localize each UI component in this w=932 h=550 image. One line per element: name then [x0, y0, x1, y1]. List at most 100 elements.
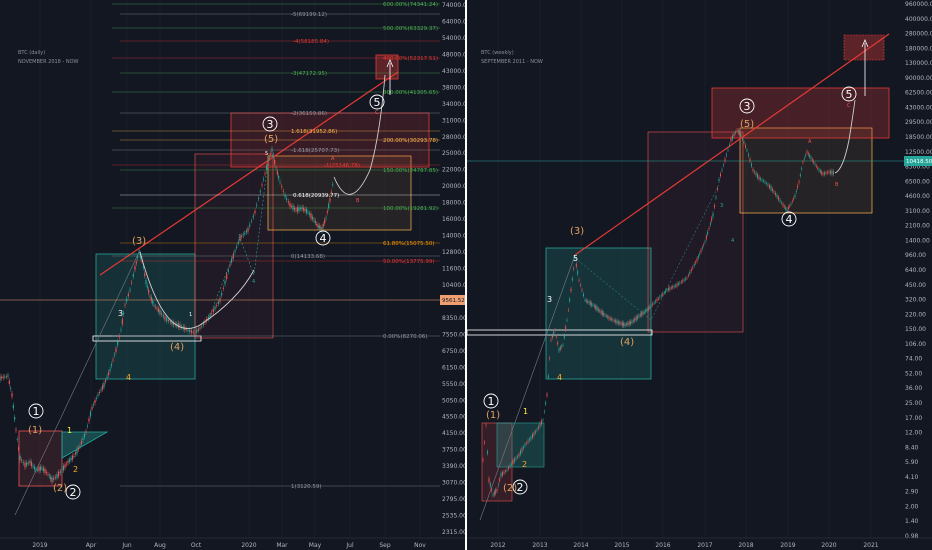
candle-body — [624, 324, 626, 326]
candle-body — [536, 429, 538, 431]
candle-body — [620, 322, 622, 325]
candle-body — [570, 288, 572, 292]
candle-body — [5, 376, 7, 378]
candle-body — [630, 321, 632, 324]
y-tick-label: 220.00 — [905, 311, 926, 318]
y-tick-label: 400000.00 — [905, 16, 932, 23]
fib-label: 400.00%(52317.51) — [383, 56, 438, 62]
candle-body — [145, 280, 147, 284]
candle-body — [120, 329, 122, 331]
candle-body — [126, 298, 128, 302]
small-wave-label: 3 — [238, 234, 241, 240]
y-tick-label: 2.90 — [905, 489, 919, 496]
candle-body — [330, 191, 332, 193]
candle-body — [749, 158, 751, 162]
candle-body — [692, 267, 694, 269]
candle-body — [173, 321, 175, 326]
candle-body — [545, 402, 547, 405]
candle-body — [227, 269, 229, 272]
candle-body — [239, 236, 241, 240]
candle-body — [197, 328, 199, 331]
candle-body — [588, 301, 590, 304]
candle-body — [86, 425, 89, 427]
candle-body — [703, 244, 705, 246]
candle-body — [783, 206, 785, 208]
candle-body — [491, 489, 493, 491]
candle-body — [565, 326, 567, 331]
candle-body — [810, 157, 812, 159]
candle-body — [190, 330, 193, 333]
weekly-chart-panel[interactable]: 1 2 3 4 5 (1) (2) (3) (4) (5) 1 2 3 4 5 A B C 3 4 960000.00… — [467, 0, 932, 550]
candle-body — [485, 424, 487, 426]
fib-label: 500.00%(63329.37) — [383, 26, 438, 32]
candle-body — [645, 310, 647, 312]
candle-body — [583, 293, 584, 297]
candle-body — [74, 452, 77, 455]
candle-body — [813, 161, 815, 163]
candle-body — [605, 315, 607, 317]
x-tick-label: 2019 — [32, 542, 47, 549]
candle-body — [732, 135, 733, 140]
candle-body — [202, 322, 204, 326]
candle-body — [595, 305, 597, 309]
y-tick-label: 52.00 — [905, 370, 922, 377]
wave-label: (3) — [570, 226, 584, 237]
y-tick-label: 14000.00 — [442, 233, 465, 240]
daily-chart-panel[interactable]: 600.00%(74341.24) -5(69199.12) 500.00%(633… — [0, 0, 465, 550]
candle-body — [515, 457, 517, 460]
candle-body — [557, 342, 559, 345]
candle-body — [482, 459, 484, 461]
candle-body — [15, 429, 17, 431]
candle-body — [755, 172, 757, 176]
candle-body — [705, 235, 707, 240]
small-wave-label: B — [356, 198, 360, 204]
candle-body — [27, 462, 29, 464]
candle-body — [157, 308, 160, 312]
candle-body — [289, 203, 291, 207]
candle-body — [307, 211, 309, 213]
target-arrowhead — [386, 58, 394, 68]
wave-circle — [262, 116, 278, 132]
candle-body — [295, 209, 297, 211]
candle-body — [142, 266, 144, 268]
candle-body — [627, 322, 629, 325]
y-tick-label: 18000.00 — [442, 200, 465, 207]
weekly-chart-svg[interactable]: 1 2 3 4 5 (1) (2) (3) (4) (5) 1 2 3 4 5 A B C 3 4 960000.00… — [467, 0, 932, 550]
small-wave-label: 4 — [731, 238, 734, 244]
candle-body — [597, 308, 599, 311]
candle-body — [714, 205, 715, 208]
candle-body — [503, 471, 505, 474]
y-tick-label: 38000.00 — [442, 84, 465, 91]
daily-chart-svg[interactable]: 600.00%(74341.24) -5(69199.12) 500.00%(633… — [0, 0, 465, 550]
y-tick-label: 130000.00 — [905, 60, 932, 67]
y-tick-label: 0.98 — [905, 533, 919, 540]
wave-label: (5) — [740, 119, 754, 130]
candle-body — [831, 170, 833, 175]
candle-body — [604, 314, 606, 316]
candle-body — [265, 165, 268, 170]
candle-body — [301, 206, 303, 210]
candle-body — [8, 380, 10, 385]
y-tick-label: 54000.00 — [442, 35, 465, 42]
small-wave-label: 4 — [557, 373, 562, 382]
candle-body — [634, 318, 636, 321]
candle-body — [51, 477, 53, 483]
y-tick-label: 3100.00 — [905, 208, 930, 215]
wave-circle — [28, 403, 44, 419]
candle-body — [754, 171, 755, 173]
candle-body — [726, 154, 727, 156]
candle-body — [587, 301, 589, 303]
candle-body — [758, 176, 760, 180]
candle-body — [161, 313, 163, 315]
candle-body — [764, 181, 766, 183]
candle-body — [499, 478, 501, 482]
wave5-target-box — [843, 34, 885, 61]
y-tick-label: 17.00 — [905, 415, 922, 422]
x-tick-label: 2014 — [573, 542, 588, 549]
wave-label: (3) — [132, 236, 146, 247]
candle-body — [65, 463, 68, 465]
candle-body — [19, 455, 21, 461]
candle-body — [817, 167, 819, 169]
candle-body — [657, 298, 659, 300]
candle-body — [152, 300, 154, 304]
